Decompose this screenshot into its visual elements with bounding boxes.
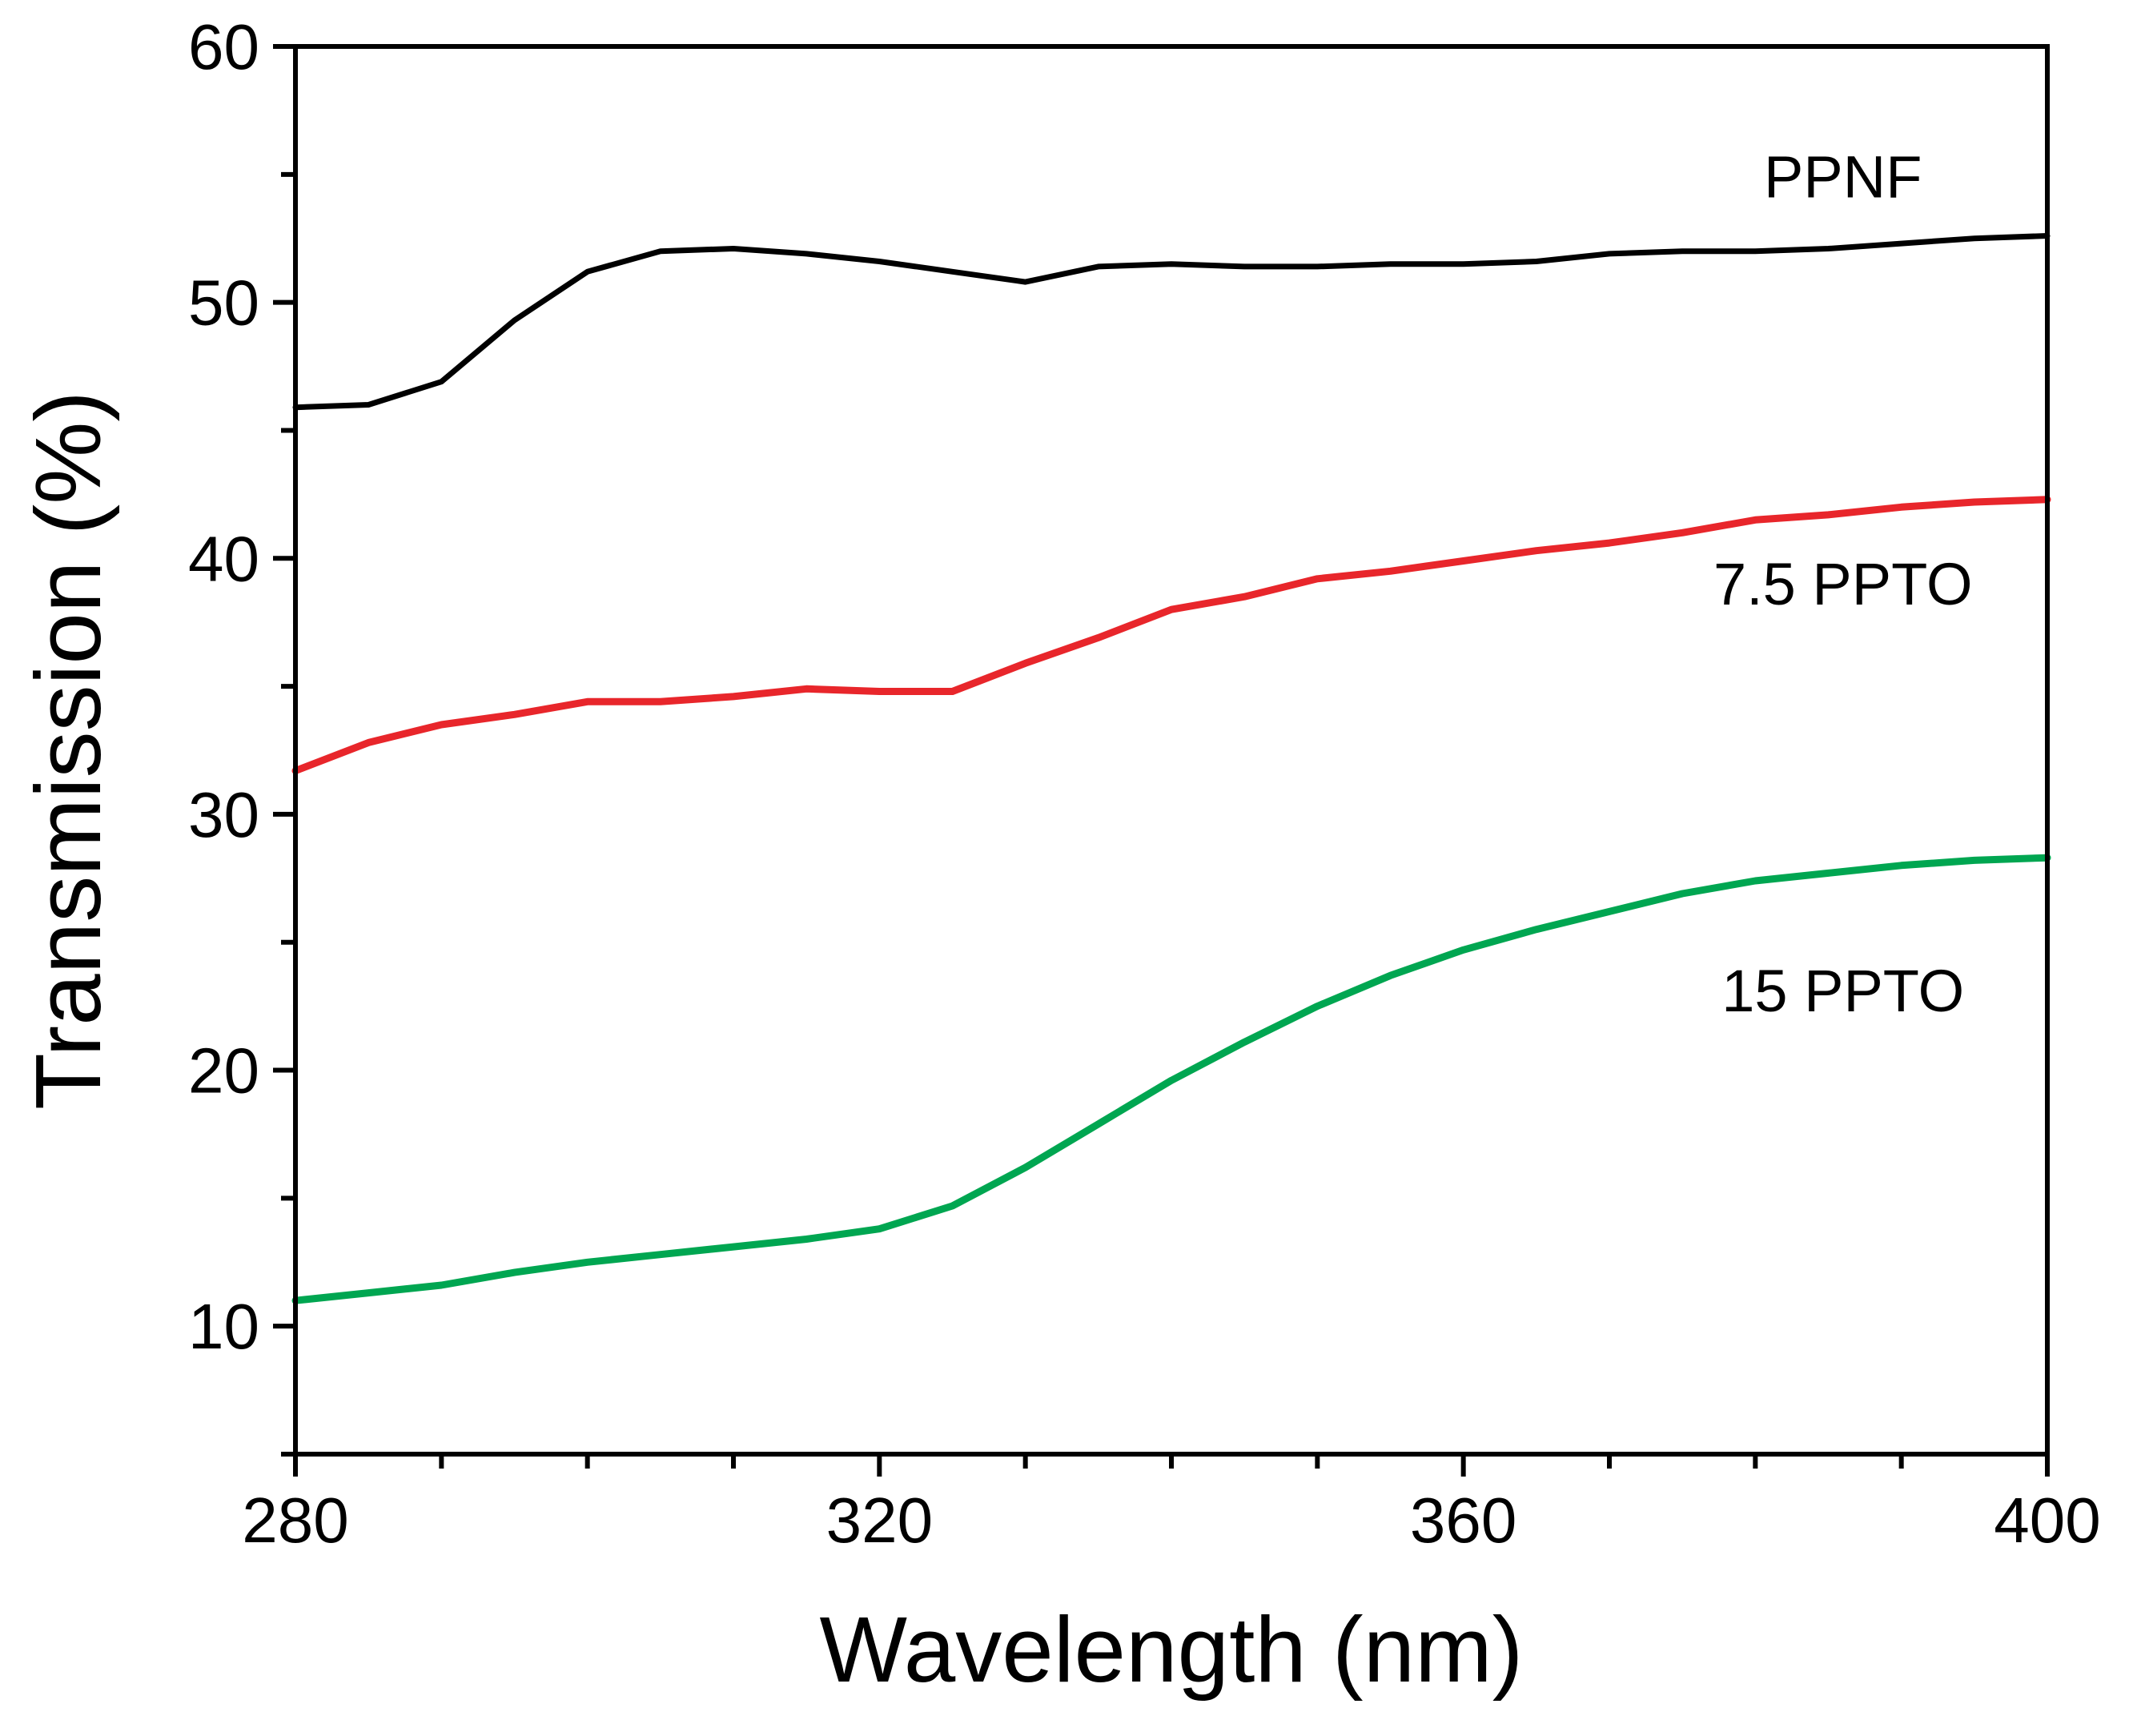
series-lines [291,233,2051,1304]
y-tick-label: 40 [188,523,259,594]
y-tick-label: 20 [188,1035,259,1107]
x-axis-title: Wavelength (nm) [820,1597,1524,1702]
x-tick-labels: 280 320 360 400 [242,1485,2100,1556]
y-tick-label: 60 [188,11,259,82]
series-label: PPNF [1764,144,1922,211]
series-label: 15 PPTO [1721,958,1964,1024]
y-tick-label: 30 [188,779,259,850]
series-line-15-ppto [291,854,2051,1304]
y-tick-label: 10 [188,1291,259,1362]
series-line-7-5-ppto [291,496,2051,775]
series-labels: PPNF 7.5 PPTO 15 PPTO [1713,144,1973,1024]
axis-ticks [273,44,2050,1477]
y-axis-title: Transmission (%) [16,391,120,1110]
x-tick-label: 280 [242,1485,348,1556]
series-line-ppnf [292,233,2051,411]
x-tick-label: 400 [1994,1485,2100,1556]
x-tick-label: 360 [1410,1485,1516,1556]
x-tick-label: 320 [826,1485,933,1556]
series-label: 7.5 PPTO [1713,551,1973,617]
y-tick-label: 50 [188,267,259,339]
plot-frame [293,44,2050,1457]
y-tick-labels: 10 20 30 40 50 60 [188,11,259,1362]
